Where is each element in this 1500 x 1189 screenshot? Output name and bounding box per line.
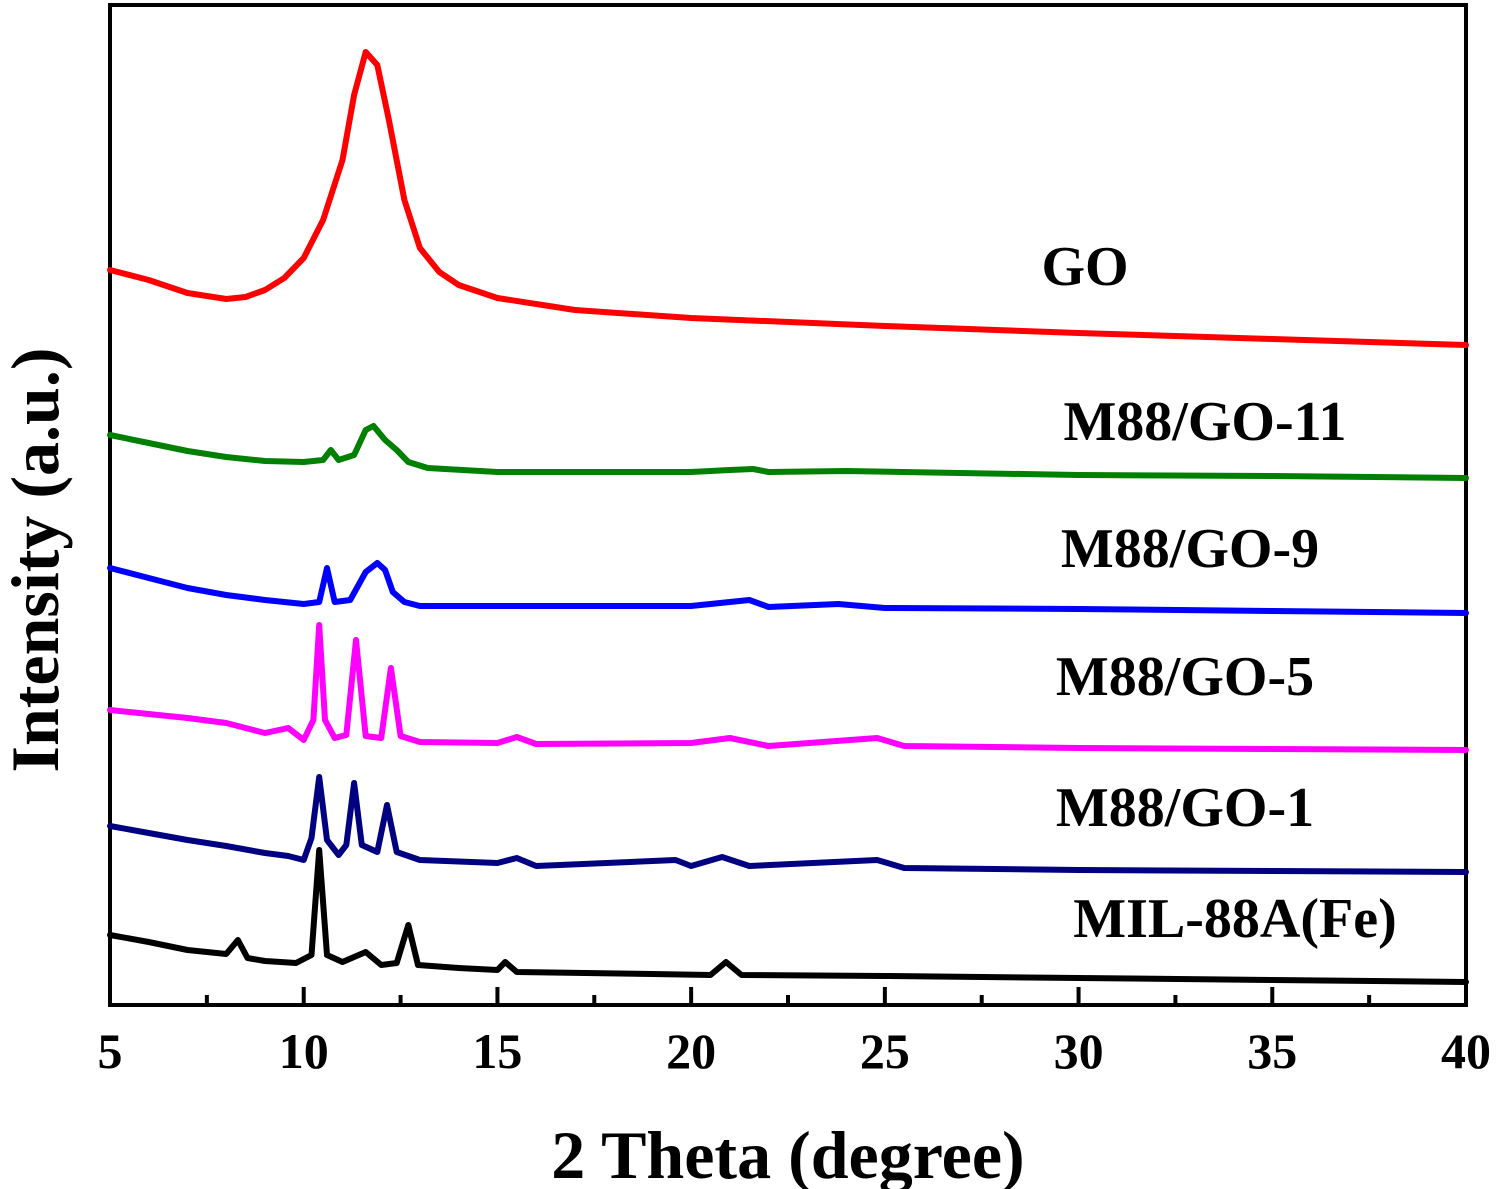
- y-axis-title: Intensity (a.u.): [0, 347, 73, 772]
- x-tick-label: 35: [1247, 1023, 1297, 1079]
- series-label-2: M88/GO-9: [1061, 518, 1319, 580]
- series-label-5: MIL-88A(Fe): [1073, 888, 1396, 950]
- series-line-5: [107, 847, 1469, 985]
- series-line-4: [107, 774, 1469, 875]
- series-label-0: GO: [1041, 236, 1128, 298]
- series-label-1: M88/GO-11: [1063, 391, 1346, 453]
- series-line-0: [107, 49, 1469, 348]
- x-tick-label: 25: [860, 1023, 910, 1079]
- x-tick-label: 15: [472, 1023, 522, 1079]
- traces: [107, 49, 1469, 985]
- x-tick-label: 20: [666, 1023, 716, 1079]
- x-tick-label: 40: [1441, 1023, 1491, 1079]
- x-tick-label: 10: [279, 1023, 329, 1079]
- x-axis-ticks: 5 10 15 20 25 30 35 40: [98, 987, 1491, 1079]
- series-line-3: [107, 622, 1469, 753]
- x-tick-label: 5: [98, 1023, 123, 1079]
- plot-frame: [108, 3, 1468, 1007]
- series-labels: GO M88/GO-11 M88/GO-9 M88/GO-5 M88/GO-1 MIL-8…: [1041, 236, 1396, 950]
- x-tick-label: 30: [1054, 1023, 1104, 1079]
- series-label-3: M88/GO-5: [1056, 646, 1314, 708]
- series-line-2: [107, 560, 1469, 616]
- series-line-1: [107, 423, 1469, 481]
- x-axis-title: 2 Theta (degree): [551, 1117, 1024, 1189]
- series-label-4: M88/GO-1: [1056, 777, 1314, 839]
